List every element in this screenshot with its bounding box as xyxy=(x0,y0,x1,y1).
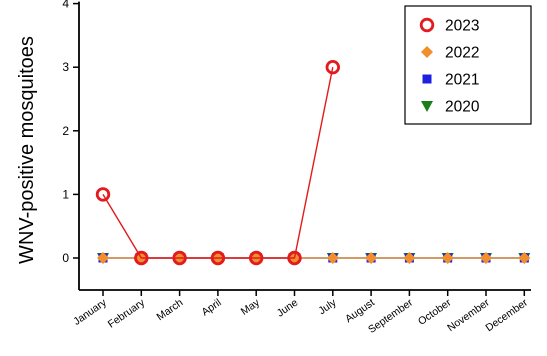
data-point-2022 xyxy=(326,252,339,264)
legend-label-2021: 2021 xyxy=(445,72,479,89)
data-point-2023 xyxy=(249,250,264,266)
data-point-2022 xyxy=(403,252,416,264)
y-axis-title: WNV-positive mosquitoes xyxy=(16,36,38,264)
legend-label-2023: 2023 xyxy=(445,18,479,35)
legend: 2023 2022 2021 2020 xyxy=(404,5,532,125)
data-point-2023 xyxy=(95,187,111,202)
x-tick-label: May xyxy=(239,296,263,318)
data-point-2022 xyxy=(441,252,454,264)
legend-marker-2023 xyxy=(419,17,435,33)
y-tick-label: 2 xyxy=(62,124,69,138)
data-point-2023 xyxy=(210,250,226,266)
data-point-2022 xyxy=(518,252,531,264)
data-point-2022 xyxy=(365,252,378,264)
x-tick-label: November xyxy=(445,296,492,334)
x-tick-label: July xyxy=(316,296,339,317)
x-tick-label: August xyxy=(343,297,377,326)
data-point-2022 xyxy=(480,252,492,264)
x-tick-label: June xyxy=(275,297,301,320)
series-layer xyxy=(95,59,531,266)
data-point-2023 xyxy=(287,250,302,266)
series-line-2023 xyxy=(102,67,334,259)
legend-marker-2020 xyxy=(421,101,433,112)
y-tick-label: 4 xyxy=(62,0,69,11)
data-point-2023 xyxy=(134,250,149,266)
y-tick-label: 3 xyxy=(62,60,69,74)
legend-label-2020: 2020 xyxy=(445,99,480,116)
x-tick-label: January xyxy=(71,296,109,328)
legend-label-2022: 2022 xyxy=(445,45,479,62)
legend-marker-2021 xyxy=(422,74,432,84)
y-tick-label: 0 xyxy=(62,251,69,265)
data-point-2023 xyxy=(325,59,341,75)
y-tick-label: 1 xyxy=(62,187,69,201)
series-2022 xyxy=(97,252,531,264)
series-2023 xyxy=(95,59,341,266)
data-point-2022 xyxy=(97,252,109,264)
x-tick-label: February xyxy=(106,296,148,330)
x-tick-label: April xyxy=(200,297,224,319)
x-tick-label: December xyxy=(483,296,530,334)
x-tick-label: March xyxy=(155,297,186,324)
data-point-2023 xyxy=(172,250,187,266)
legend-marker-2022 xyxy=(421,46,433,58)
